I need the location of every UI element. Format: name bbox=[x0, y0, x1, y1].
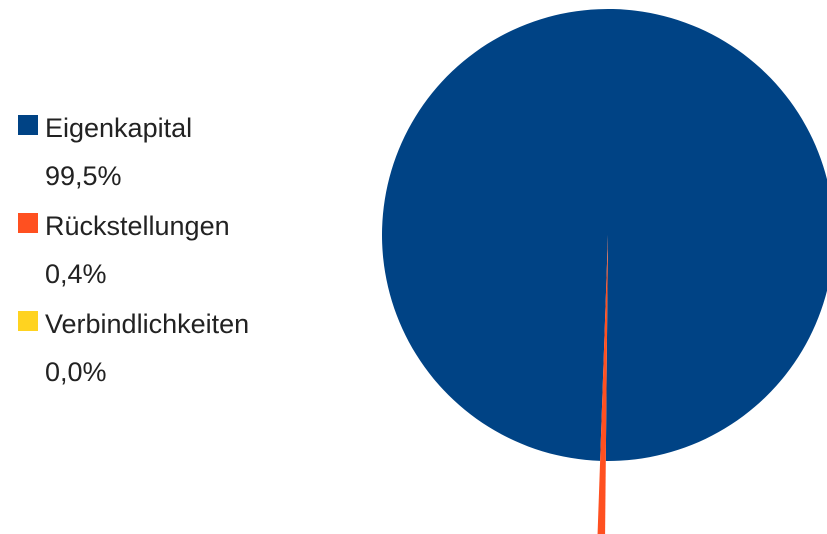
legend-value: 0,0% bbox=[45, 357, 107, 387]
legend-label: Verbindlichkeiten bbox=[45, 309, 249, 339]
pie-slice bbox=[382, 9, 827, 461]
legend-label: Rückstellungen bbox=[45, 211, 230, 241]
legend-value: 99,5% bbox=[45, 161, 122, 191]
legend-swatch bbox=[18, 311, 38, 331]
pie-slice bbox=[597, 235, 608, 534]
legend-swatch bbox=[18, 213, 38, 233]
legend-swatch bbox=[18, 115, 38, 135]
legend-label: Eigenkapital bbox=[45, 113, 192, 143]
legend-value: 0,4% bbox=[45, 259, 107, 289]
